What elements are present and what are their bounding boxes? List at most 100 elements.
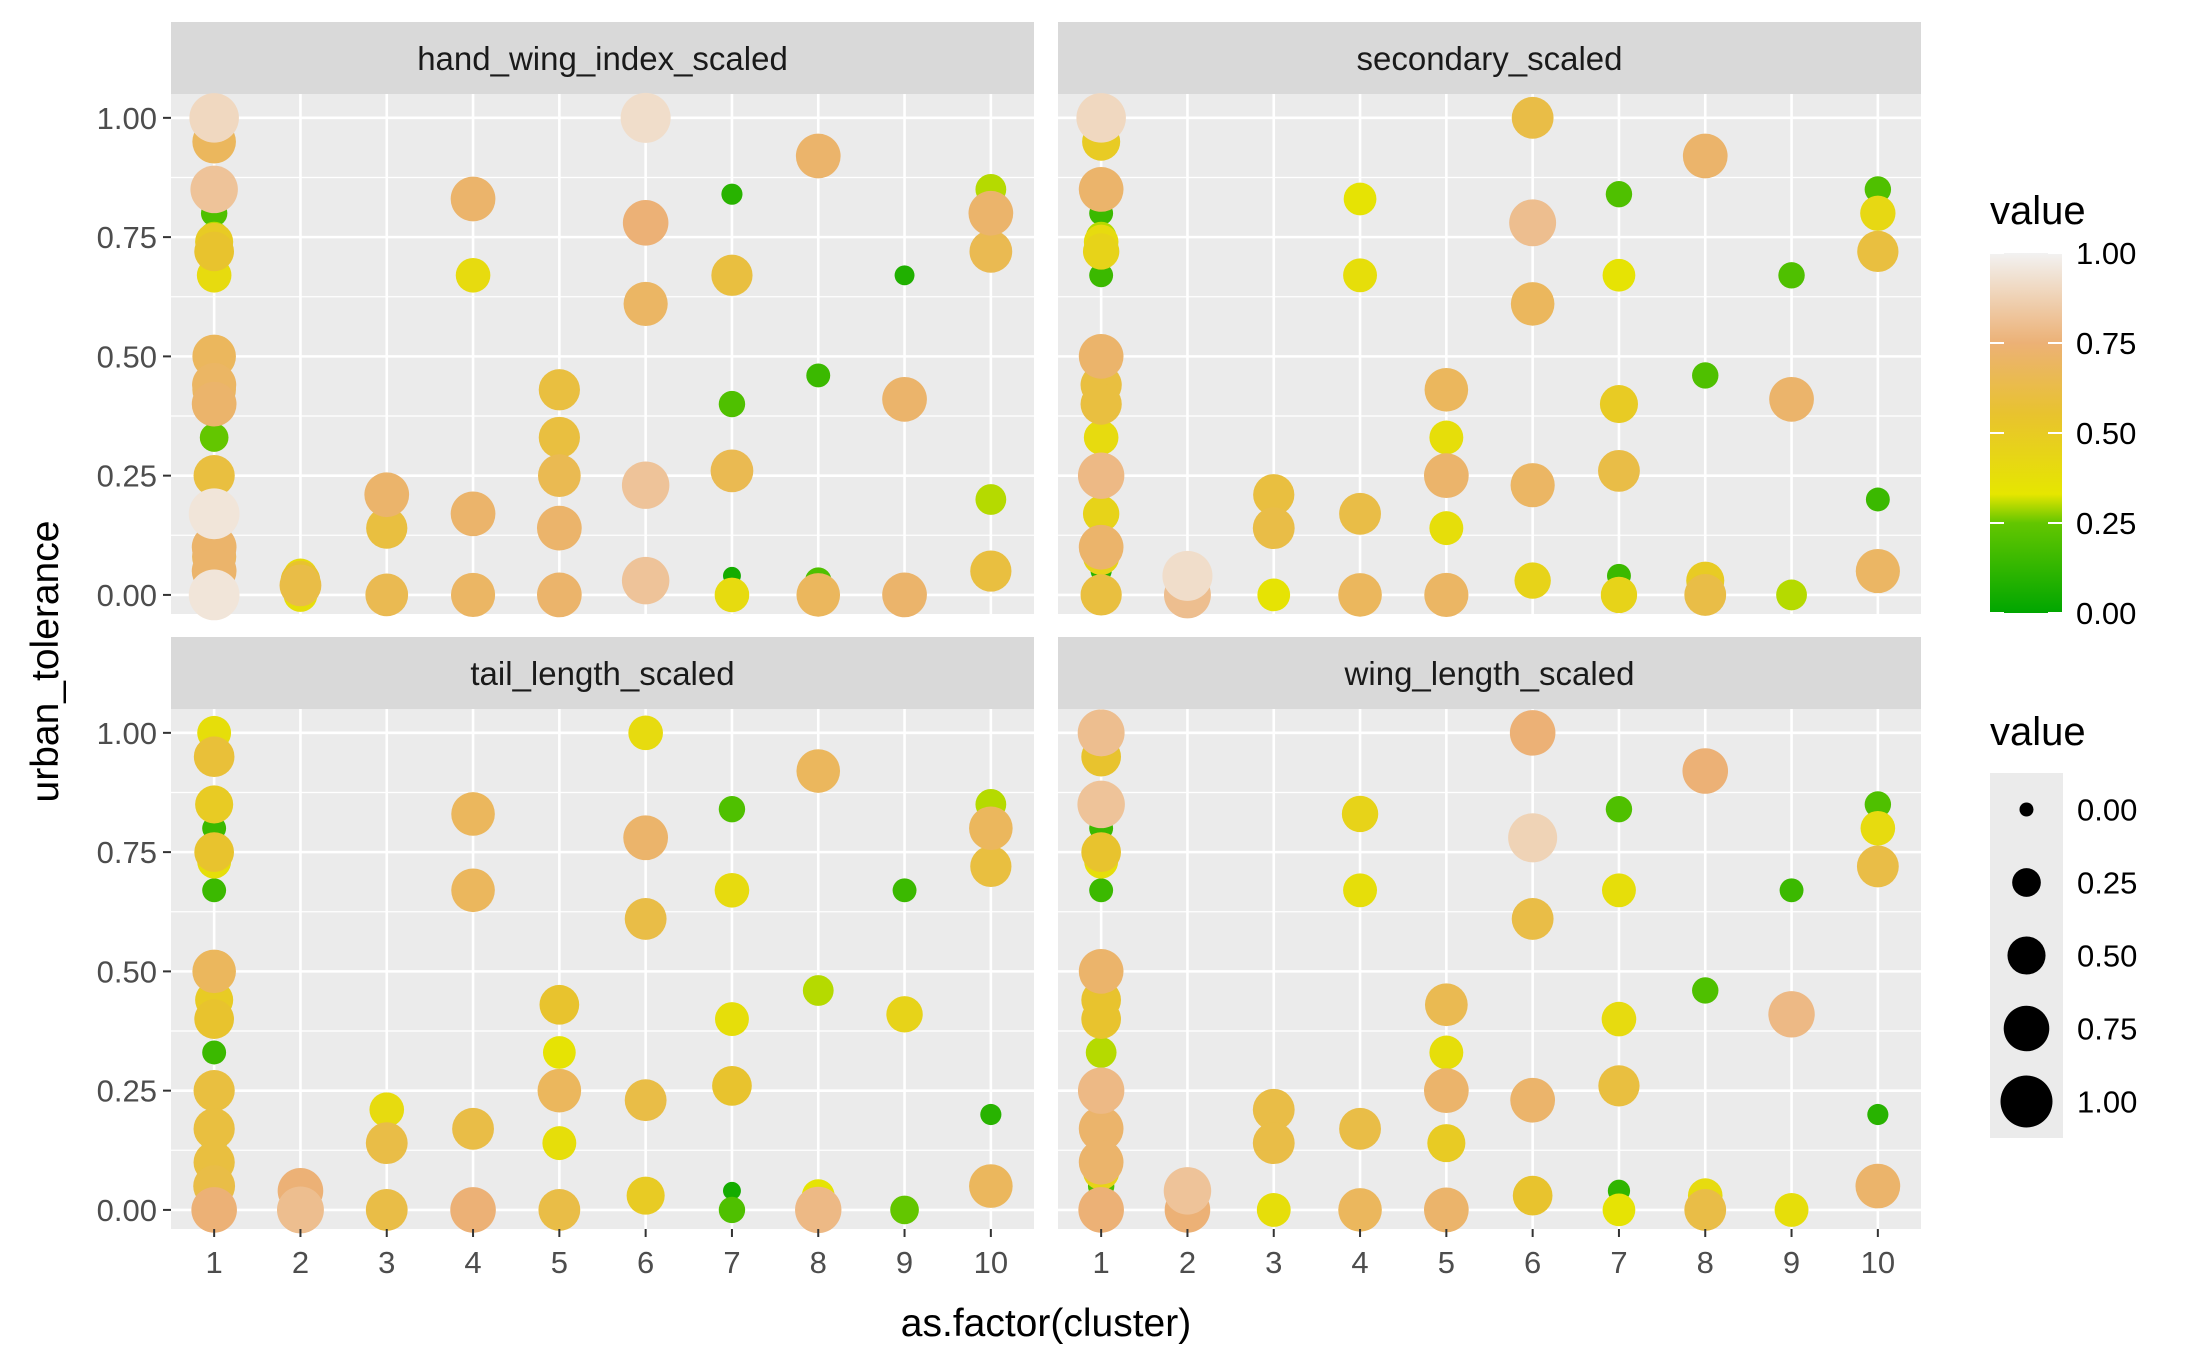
scatter-point (195, 785, 234, 824)
scatter-point (188, 569, 240, 621)
scatter-point (714, 872, 750, 908)
scatter-point (1081, 832, 1121, 872)
scatter-point (624, 897, 667, 940)
x-tick-label: 4 (1351, 1245, 1368, 1280)
scatter-point (1252, 1122, 1295, 1165)
scatter-point (1078, 167, 1124, 212)
scatter-point (714, 577, 750, 613)
y-tick-label: 0.25 (97, 459, 157, 494)
scatter-point (886, 996, 923, 1033)
scatter-point (722, 1181, 741, 1200)
facet-title: wing_length_scaled (1344, 655, 1635, 692)
scatter-point (1081, 999, 1121, 1039)
y-tick-label: 0.00 (97, 1193, 157, 1228)
scatter-point (1692, 977, 1719, 1004)
size-legend-dot (2019, 802, 2034, 817)
scatter-point (364, 472, 410, 518)
x-tick-label: 1 (206, 1245, 223, 1280)
scatter-point (1162, 550, 1213, 601)
scatter-point (450, 1187, 496, 1233)
scatter-point (542, 1036, 576, 1069)
scatter-point (369, 1092, 405, 1128)
scatter-point (202, 878, 227, 903)
scatter-point (193, 736, 235, 778)
facet-panel-1: secondary_scaled (1058, 22, 1921, 619)
size-legend-dot (2007, 936, 2046, 975)
scatter-point (1514, 562, 1551, 599)
scatter-point (1423, 453, 1469, 499)
scatter-point (1855, 1163, 1901, 1209)
color-legend-label: 1.00 (2076, 236, 2136, 271)
size-legend-dot (2012, 868, 2041, 897)
scatter-point (1778, 262, 1805, 289)
facet-panel-2: tail_length_scaled 0.00 0.25 0.50 0.75 1.00 1 2… (97, 637, 1034, 1280)
scatter-point (276, 1186, 324, 1234)
color-legend-label: 0.50 (2076, 416, 2136, 451)
scatter-point (1601, 1001, 1637, 1037)
x-tick-label: 3 (1265, 1245, 1282, 1280)
x-tick-label: 7 (1610, 1245, 1627, 1280)
scatter-point (1256, 1192, 1291, 1227)
scatter-point (1338, 573, 1382, 617)
x-tick-label: 10 (974, 1245, 1008, 1280)
scatter-point (191, 1187, 237, 1233)
scatter-point (1511, 897, 1554, 940)
y-tick-label: 0.75 (97, 835, 157, 870)
scatter-point (970, 845, 1012, 888)
scatter-point (451, 868, 495, 913)
scatter-point (193, 1070, 235, 1112)
scatter-point (194, 999, 234, 1039)
scatter-point (191, 381, 237, 427)
scatter-point (366, 507, 408, 549)
facet-panel-3: wing_length_scaled 1 2 3 4 5 6 7 8 9 10 (1058, 637, 1921, 1280)
scatter-point (536, 572, 582, 618)
scatter-point (199, 423, 229, 452)
scatter-point (1085, 1037, 1117, 1068)
scatter-point (1423, 1068, 1469, 1114)
scatter-point (1429, 1035, 1464, 1070)
scatter-point (969, 806, 1013, 851)
scatter-point (1684, 573, 1727, 616)
scatter-point (1602, 873, 1636, 908)
x-tick-label: 4 (464, 1245, 481, 1280)
scatter-point (975, 484, 1007, 515)
facet-strip (1058, 22, 1921, 94)
facet-title: hand_wing_index_scaled (417, 40, 788, 77)
x-tick-label: 2 (1179, 1245, 1196, 1280)
scatter-point (718, 390, 746, 418)
scatter-point (1077, 452, 1125, 499)
y-tick-label: 0.50 (97, 954, 157, 989)
scatter-point (969, 230, 1013, 273)
scatter-point (1509, 199, 1557, 247)
scatter-point (1078, 1106, 1124, 1152)
scatter-point (1865, 487, 1890, 512)
scatter-point (1682, 748, 1729, 794)
y-tick-label: 1.00 (97, 716, 157, 751)
scatter-point (193, 455, 235, 497)
scatter-point (1860, 195, 1896, 231)
scatter-point (969, 1164, 1013, 1208)
scatter-point (718, 1196, 746, 1224)
scatter-point (1682, 133, 1728, 179)
x-tick-label: 1 (1093, 1245, 1110, 1280)
scatter-point (1423, 1187, 1469, 1233)
y-tick-label: 1.00 (97, 101, 157, 136)
scatter-point (365, 1122, 408, 1165)
scatter-point (626, 1176, 665, 1215)
scatter-point (980, 1103, 1002, 1126)
scatter-point (188, 488, 240, 540)
scatter-point (194, 231, 234, 272)
scatter-point (1089, 878, 1114, 903)
scatter-point (1077, 1067, 1125, 1114)
scatter-point (1508, 813, 1558, 863)
scatter-point (1602, 258, 1636, 292)
y-tick-label: 0.25 (97, 1074, 157, 1109)
scatter-point (1343, 258, 1378, 293)
facet-strip (1058, 637, 1921, 709)
scatter-point (892, 878, 917, 903)
size-legend-label: 0.00 (2077, 793, 2137, 828)
panel-background (1058, 94, 1921, 614)
size-legend: value 0.00 0.25 0.50 0.75 1.00 (1990, 710, 2137, 1138)
scatter-point (1857, 230, 1899, 273)
scatter-point (715, 1002, 749, 1037)
